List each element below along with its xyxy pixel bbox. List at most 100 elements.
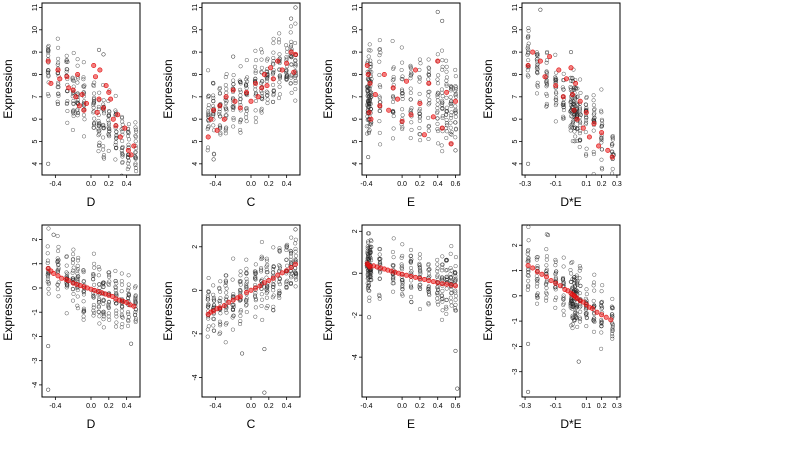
black-point — [568, 88, 573, 93]
black-point — [75, 266, 81, 272]
black-point — [133, 284, 138, 289]
y-tick-label: 6 — [192, 117, 199, 121]
black-point — [574, 288, 579, 293]
black-point — [271, 304, 276, 309]
black-point — [570, 139, 575, 144]
red-point — [452, 98, 458, 104]
x-axis-title: D — [87, 195, 96, 209]
black-point — [544, 60, 549, 65]
black-point — [264, 290, 269, 296]
black-point — [75, 303, 80, 308]
black-point — [444, 286, 449, 291]
y-tick-label: 6 — [512, 117, 519, 121]
y-tick-label: -2 — [192, 331, 199, 337]
black-point — [97, 140, 102, 145]
black-point — [237, 100, 243, 105]
red-point — [580, 125, 586, 131]
black-point — [369, 62, 374, 67]
black-point — [591, 329, 597, 334]
black-point — [535, 295, 540, 300]
black-point — [449, 299, 454, 304]
black-point — [535, 83, 540, 88]
black-point — [217, 91, 223, 96]
black-point — [125, 288, 130, 293]
black-point — [46, 344, 51, 349]
x-tick-label: 0.0 — [246, 403, 256, 410]
black-point — [238, 64, 243, 69]
red-point — [101, 105, 107, 111]
black-point — [96, 120, 102, 126]
black-point — [70, 268, 76, 273]
chart-panel-3: -0.4 0.0 0.2 0.4 0.6 4 5 6 7 8 9 10 11 E Expression — [321, 2, 461, 209]
red-point — [253, 285, 259, 291]
black-point — [270, 270, 275, 275]
chart-panel-2: -0.4 0.0 0.2 0.4 4 5 6 7 8 9 10 11 C Expression — [161, 2, 301, 209]
black-point — [391, 109, 396, 114]
black-point — [264, 89, 269, 94]
black-point — [205, 304, 210, 309]
black-point — [264, 295, 269, 300]
black-point — [525, 35, 530, 40]
black-point — [554, 95, 559, 100]
black-point — [244, 105, 249, 111]
black-point — [92, 98, 97, 103]
black-point — [367, 128, 372, 133]
black-point — [367, 298, 372, 303]
black-point — [578, 123, 583, 128]
y-tick-label: 2 — [512, 243, 519, 247]
black-point — [101, 314, 106, 319]
black-point — [444, 83, 449, 88]
black-point — [449, 291, 454, 296]
black-point — [409, 127, 414, 132]
red-point — [244, 89, 250, 95]
black-point — [408, 136, 413, 141]
black-point — [277, 31, 282, 36]
black-point — [584, 313, 589, 318]
black-point — [75, 113, 80, 118]
black-point — [125, 129, 131, 134]
black-point — [440, 265, 445, 270]
black-point — [444, 117, 449, 122]
black-point — [293, 246, 298, 251]
black-point — [107, 279, 112, 284]
black-point — [120, 152, 125, 157]
black-point — [435, 98, 440, 103]
black-point — [435, 9, 440, 14]
black-point — [391, 289, 396, 294]
black-point — [575, 324, 580, 329]
y-tick-label: 9 — [512, 50, 519, 54]
black-point — [65, 101, 70, 106]
black-point — [101, 135, 106, 140]
red-point — [284, 60, 290, 66]
black-point — [82, 84, 87, 89]
black-point — [276, 291, 282, 296]
red-point — [211, 107, 217, 113]
black-point — [285, 242, 290, 247]
black-point — [561, 295, 566, 300]
chart-panel-1: -0.4 0.0 0.2 0.4 4 5 6 7 8 9 10 11 D Expression — [1, 2, 141, 209]
black-point — [577, 105, 582, 110]
black-point — [599, 117, 604, 122]
black-point — [448, 83, 453, 89]
black-point — [444, 95, 449, 100]
black-point — [435, 269, 440, 274]
black-point — [56, 262, 61, 267]
black-point — [378, 142, 383, 147]
y-tick-label: 7 — [512, 95, 519, 99]
y-axis-title: Expression — [1, 59, 15, 118]
black-point — [264, 286, 269, 291]
red-point — [569, 92, 575, 98]
black-point — [64, 263, 69, 268]
black-point — [91, 83, 96, 88]
red-point — [408, 112, 414, 118]
black-point — [64, 270, 69, 275]
black-point — [106, 113, 111, 118]
y-tick-label: 8 — [192, 72, 199, 76]
black-point — [553, 119, 558, 124]
black-point — [224, 290, 229, 295]
black-point — [244, 296, 249, 301]
black-point — [65, 67, 70, 72]
black-point — [264, 283, 269, 288]
black-point — [391, 66, 396, 71]
black-point — [253, 108, 258, 113]
